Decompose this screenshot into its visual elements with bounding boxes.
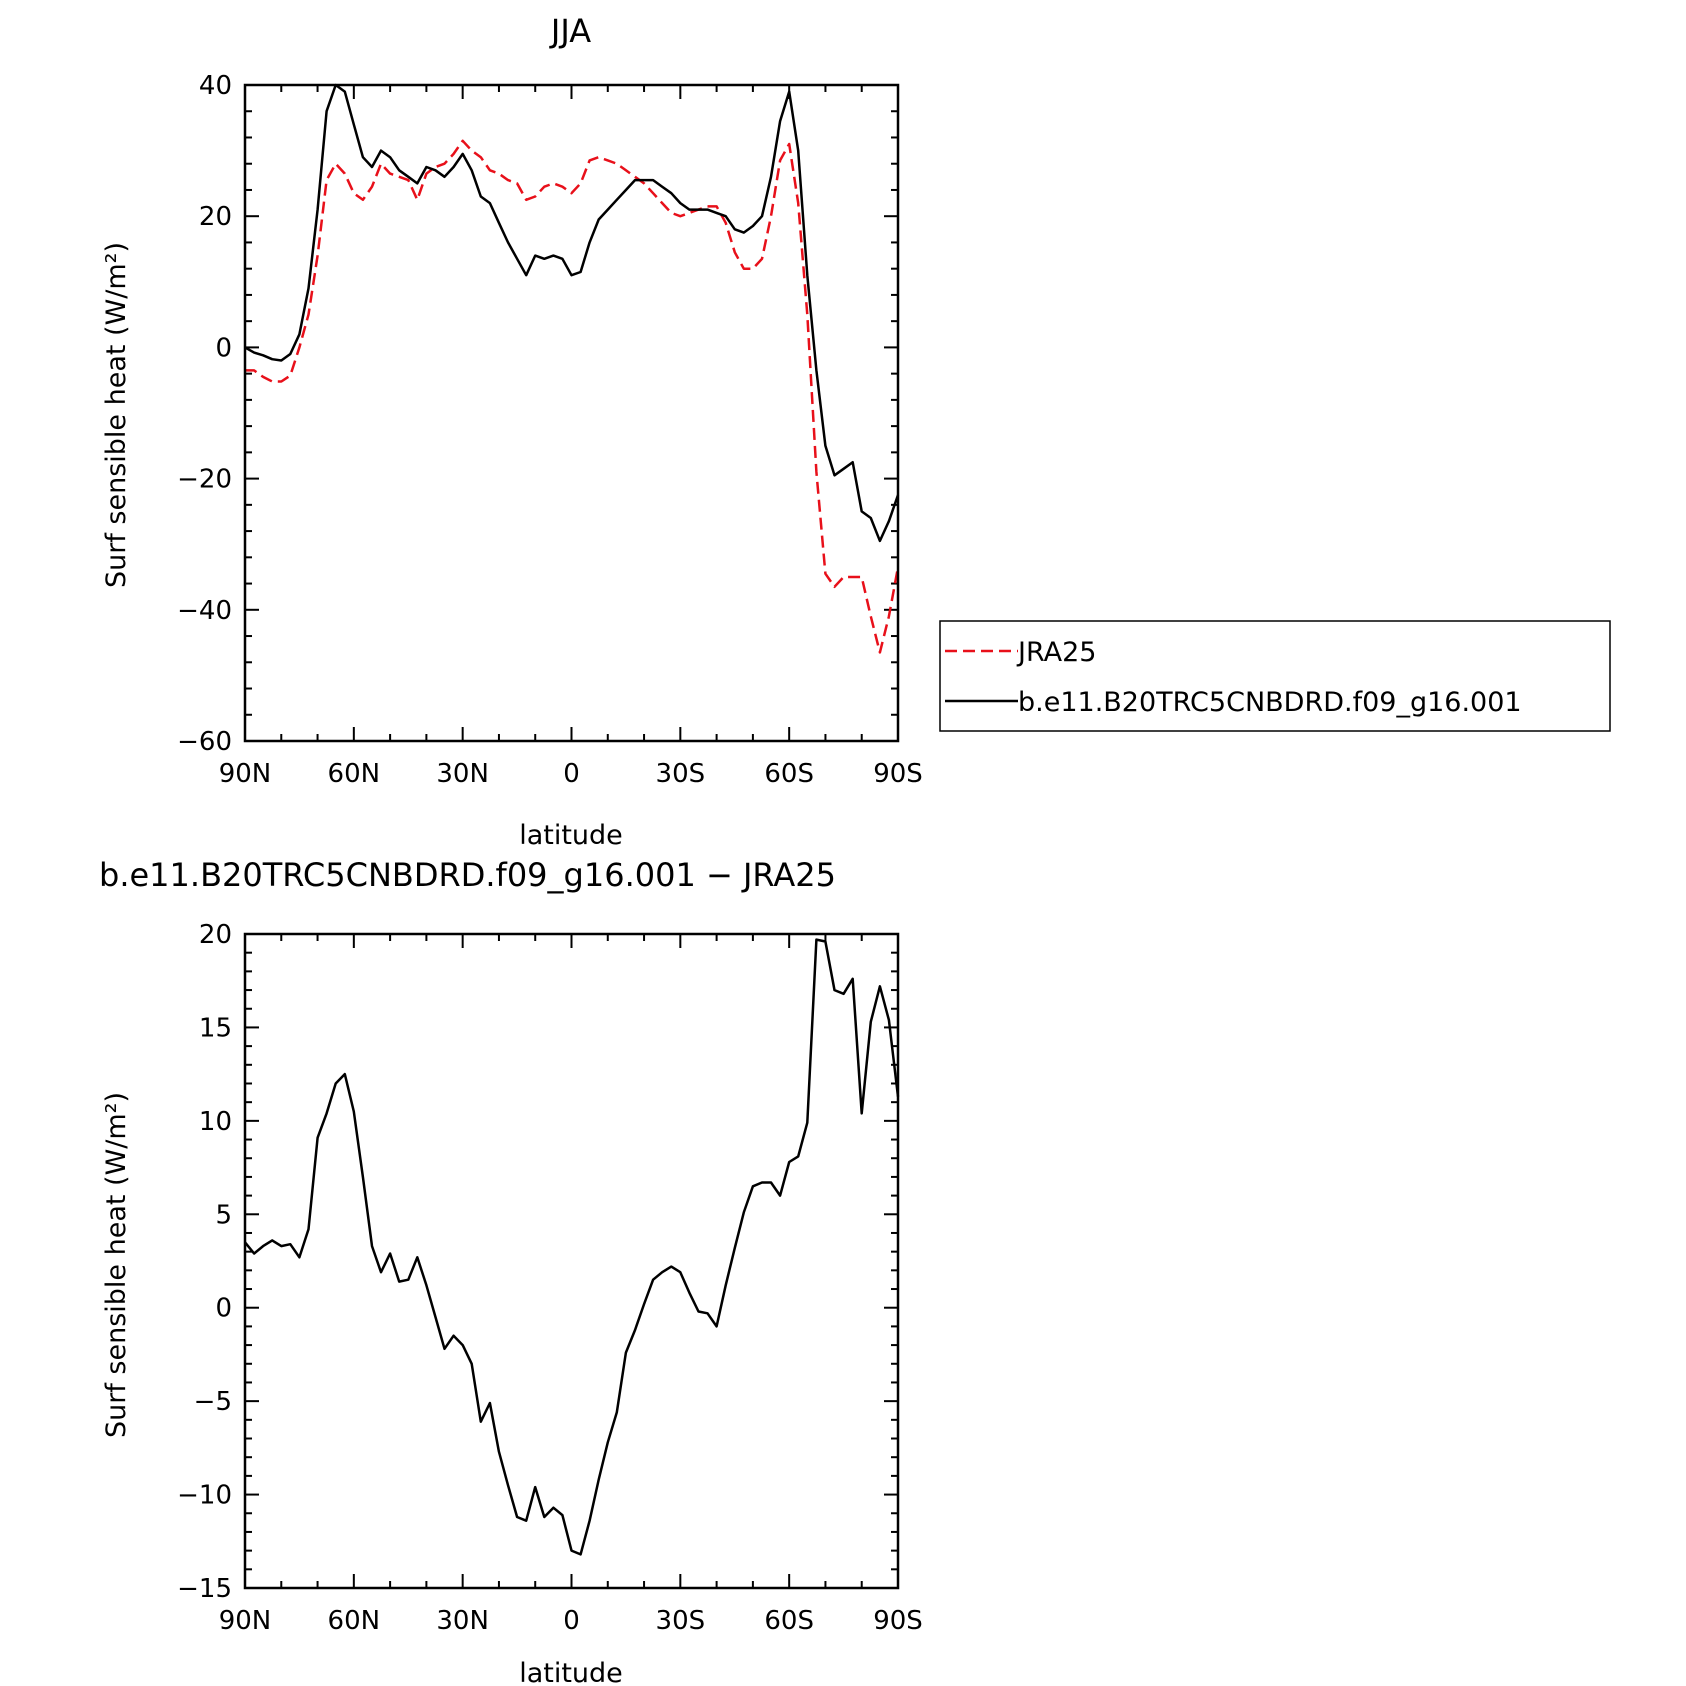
y-tick-label: 15: [199, 1013, 232, 1043]
y-tick-label: 0: [215, 1294, 232, 1324]
x-tick-label: 30N: [436, 1606, 489, 1636]
y-tick-label: −5: [194, 1387, 232, 1417]
y-tick-label: 20: [199, 920, 232, 950]
x-tick-label: 0: [563, 1606, 580, 1636]
chart-jja: JJA Surf sensible heat (W/m²) latitude 9…: [101, 12, 923, 851]
legend: JRA25 b.e11.B20TRC5CNBDRD.f09_g16.001: [939, 620, 1611, 732]
y-tick-label: 20: [199, 202, 232, 232]
legend-box: [939, 620, 1611, 732]
y-tick-label: −60: [177, 727, 232, 757]
x-tick-label: 30N: [436, 759, 489, 789]
y-tick-label: −20: [177, 465, 232, 495]
series-line-b-e11-b20trc5cnbdrd-f09-g16-001: [244, 83, 900, 543]
series-line-difference-0: [244, 938, 900, 1556]
x-tick-label: 60S: [764, 1606, 814, 1636]
x-tick-label: 90S: [873, 1606, 923, 1636]
x-axis-label: latitude: [519, 1658, 623, 1686]
chart-difference: b.e11.B20TRC5CNBDRD.f09_g16.001 − JRA25 …: [99, 856, 923, 1686]
y-tick-label: −10: [177, 1481, 232, 1511]
x-axis-label: latitude: [519, 820, 623, 851]
y-tick-label: 0: [215, 333, 232, 363]
x-tick-label: 60N: [328, 1606, 381, 1636]
plot-frame: [243, 932, 900, 1590]
y-tick-label: 10: [199, 1107, 232, 1137]
plot-frame: [243, 83, 900, 743]
chart-title: b.e11.B20TRC5CNBDRD.f09_g16.001 − JRA25: [99, 856, 836, 894]
y-axis-label: Surf sensible heat (W/m²): [101, 242, 132, 588]
x-tick-label: 90N: [219, 1606, 272, 1636]
y-tick-label: −15: [177, 1574, 232, 1604]
x-tick-label: 90N: [219, 759, 272, 789]
y-tick-label: 5: [215, 1200, 232, 1230]
x-tick-label: 30S: [656, 1606, 706, 1636]
series-line-jra25: [245, 139, 900, 654]
x-tick-label: 30S: [656, 759, 706, 789]
y-axis-label: Surf sensible heat (W/m²): [101, 1092, 132, 1438]
x-tick-label: 0: [563, 759, 580, 789]
x-tick-label: 60N: [328, 759, 381, 789]
legend-label-jra25: JRA25: [1016, 637, 1096, 668]
x-tick-label: 60S: [764, 759, 814, 789]
x-tick-label: 90S: [873, 759, 923, 789]
chart-title: JJA: [549, 12, 591, 50]
legend-label-model: b.e11.B20TRC5CNBDRD.f09_g16.001: [1018, 687, 1522, 718]
y-tick-label: −40: [177, 596, 232, 626]
y-tick-label: 40: [199, 71, 232, 101]
